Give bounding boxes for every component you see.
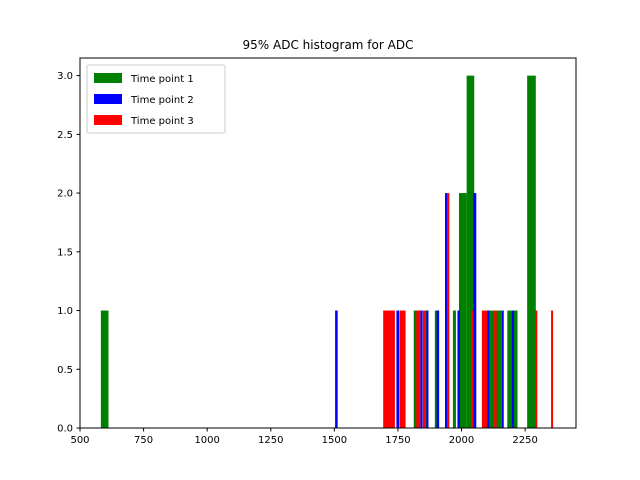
bar-series3-bin2: [399, 310, 406, 428]
bar-series2-bin3: [420, 310, 423, 428]
bar-series1-bin5: [452, 310, 456, 428]
legend-label-series3: Time point 3: [130, 116, 194, 127]
bar-series3-bin6: [471, 310, 474, 428]
x-tick-label: 1000: [194, 435, 219, 446]
bar-series3-bin3: [416, 310, 421, 428]
legend-swatch-series3: [94, 115, 122, 125]
bar-series1-bin7: [466, 75, 475, 429]
legend-swatch-series2: [94, 94, 122, 104]
y-tick-label: 1.5: [57, 247, 73, 258]
bar-series3-bin8: [494, 310, 497, 428]
y-tick-label: 2.5: [57, 130, 73, 141]
bar-series2-bin9: [487, 310, 490, 428]
x-axis-ticks: 500 750 1000 1250 1500 1750 2000 2250: [70, 428, 538, 446]
legend-label-series1: Time point 1: [130, 74, 194, 85]
legend: Time point 1 Time point 2 Time point 3: [86, 64, 226, 134]
bar-series2-bin4: [426, 310, 429, 428]
bar-series3-bin10: [551, 310, 554, 428]
bar-series2-bin7: [457, 310, 461, 428]
bar-series2-bin5: [436, 310, 440, 428]
bar-series1-bin11: [527, 75, 536, 429]
bar-series2-bin10: [501, 310, 504, 428]
x-tick-label: 1750: [385, 435, 410, 446]
bar-series1-bin2: [413, 310, 418, 428]
chart-title: 95% ADC histogram for ADC: [243, 38, 414, 52]
x-tick-label: 2000: [449, 435, 474, 446]
bar-series2-bin8: [473, 193, 477, 428]
x-tick-label: 750: [134, 435, 153, 446]
y-tick-label: 2.0: [57, 189, 73, 200]
y-tick-label: 0.0: [57, 424, 73, 435]
bar-series1-bin6: [458, 193, 467, 428]
bar-series2-bin2: [396, 310, 400, 428]
bar-series1-bin1: [100, 310, 109, 428]
bar-series1-bin9: [494, 310, 502, 428]
y-axis-ticks: 0.0 0.5 1.0 1.5 2.0 2.5 3.0: [57, 71, 80, 435]
bar-series2-bin11: [511, 310, 514, 428]
legend-swatch-series1: [94, 73, 122, 83]
bar-series3-bin9: [535, 310, 538, 428]
x-tick-label: 2250: [512, 435, 537, 446]
bar-series2-bin1: [335, 310, 338, 428]
bars-group: [100, 75, 554, 429]
legend-label-series2: Time point 2: [130, 95, 194, 106]
x-tick-label: 500: [70, 435, 89, 446]
bar-series3-bin4: [422, 310, 426, 428]
x-tick-label: 1500: [322, 435, 347, 446]
bar-series2-bin6: [445, 193, 448, 428]
bar-series3-bin7: [481, 310, 488, 428]
y-tick-label: 0.5: [57, 365, 73, 376]
bar-series3-bin5: [447, 193, 450, 428]
x-tick-label: 1250: [258, 435, 283, 446]
plot-frame: [79, 57, 577, 429]
bar-series3-bin1: [383, 310, 395, 428]
bar-series1-bin8: [486, 310, 495, 428]
y-tick-label: 3.0: [57, 71, 73, 82]
y-tick-label: 1.0: [57, 306, 73, 317]
